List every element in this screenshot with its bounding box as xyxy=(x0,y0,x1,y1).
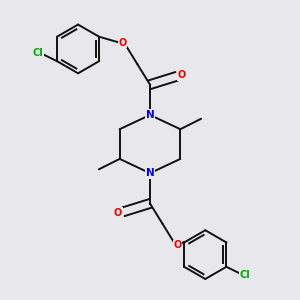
Text: O: O xyxy=(114,208,122,218)
Text: O: O xyxy=(178,70,186,80)
Text: O: O xyxy=(173,240,182,250)
Text: Cl: Cl xyxy=(240,269,250,280)
Text: O: O xyxy=(118,38,127,48)
Text: Cl: Cl xyxy=(33,48,44,59)
Text: N: N xyxy=(146,168,154,178)
Text: N: N xyxy=(146,110,154,120)
